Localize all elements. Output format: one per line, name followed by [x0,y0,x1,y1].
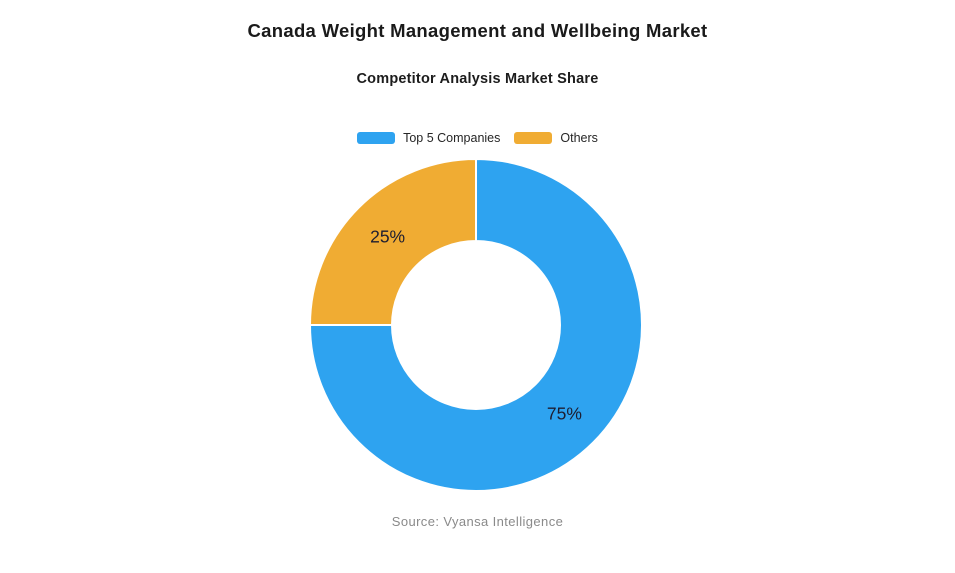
legend-item-others[interactable]: Others [514,131,598,145]
legend-label-others: Others [560,131,598,145]
chart-subtitle: Competitor Analysis Market Share [356,71,599,87]
legend: Top 5 Companies Others [0,131,955,145]
pie-segment-top-5-companies[interactable] [309,158,643,492]
source-caption: Source: Vyansa Intelligence [391,514,564,529]
legend-label-top-5-companies: Top 5 Companies [403,131,501,145]
segment-value-label: 25% [370,227,405,247]
legend-swatch-top-5-companies [357,132,396,144]
pie-segment-others[interactable] [309,158,477,326]
legend-item-top-5-companies[interactable]: Top 5 Companies [357,131,500,145]
donut-chart: 75% 25% [309,158,643,492]
legend-swatch-others [514,132,553,144]
chart-title: Canada Weight Management and Wellbeing M… [247,20,708,41]
segment-value-label: 75% [547,404,582,424]
